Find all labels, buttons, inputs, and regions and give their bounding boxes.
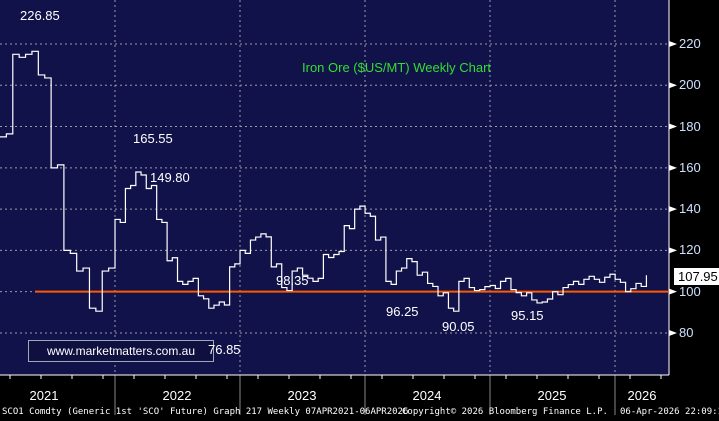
x-tick-label: 2021: [29, 388, 59, 403]
y-tick-label: 120: [679, 242, 701, 258]
x-tick-label: 2025: [537, 388, 567, 403]
y-tick-arrow: [669, 247, 677, 254]
y-tick-label: 140: [679, 201, 701, 217]
y-tick-label: 160: [679, 159, 701, 175]
y-tick-label: 200: [679, 77, 701, 93]
x-tick-label: 2022: [162, 388, 192, 403]
footer-copyright: Copyright© 2026 Bloomberg Finance L.P.: [402, 407, 608, 417]
x-tick-label: 2024: [412, 388, 442, 403]
footer-security: SCO1 Comdty (Generic 1st 'SCO' Future) G…: [2, 407, 409, 417]
y-tick-label: 220: [679, 36, 701, 51]
annotation-label: 226.85: [20, 8, 60, 23]
footer-timestamp: 06-Apr-2026 22:09:17: [620, 407, 719, 417]
watermark-link[interactable]: www.marketmatters.com.au: [28, 340, 214, 362]
y-tick-arrow: [669, 82, 677, 89]
annotation-label: 96.25: [386, 304, 419, 319]
last-price-tag: 107.95: [674, 268, 719, 285]
annotation-label: 76.85: [208, 342, 241, 357]
y-tick-arrow: [669, 164, 677, 171]
chart-title: Iron Ore ($US/MT) Weekly Chart: [302, 60, 492, 75]
y-tick-arrow: [669, 206, 677, 213]
annotation-label: 149.80: [150, 170, 190, 185]
price-line: [0, 50, 648, 312]
plot-area: [0, 0, 669, 375]
y-tick-label: 180: [679, 118, 701, 134]
y-tick-arrow: [669, 288, 677, 295]
annotation-label: 95.15: [511, 308, 544, 323]
x-tick-label: 2023: [287, 388, 317, 403]
y-tick-arrow: [669, 329, 677, 336]
x-tick-label: 2026: [627, 388, 657, 403]
y-tick-label: 100: [679, 283, 701, 299]
annotation-label: 165.55: [133, 131, 173, 146]
annotation-label: 90.05: [442, 319, 475, 334]
y-tick-arrow: [669, 41, 677, 47]
y-tick-label: 80: [679, 324, 694, 340]
annotation-label: 98.35: [276, 273, 309, 288]
y-tick-arrow: [669, 123, 677, 130]
